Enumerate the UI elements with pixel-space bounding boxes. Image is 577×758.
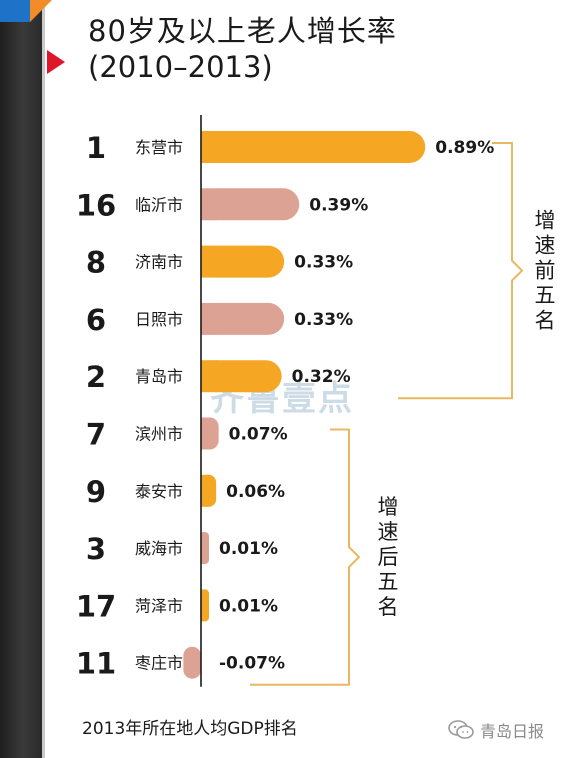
rank-number: 7 xyxy=(86,418,106,452)
bar xyxy=(201,131,426,163)
rank-number: 17 xyxy=(76,589,116,623)
left-strip-edge xyxy=(42,0,45,758)
rank-number: 16 xyxy=(76,188,116,222)
bar xyxy=(201,188,300,221)
corner-blue-block xyxy=(0,0,30,22)
group-bracket xyxy=(250,428,361,686)
footer-note: 2013年所在地人均GDP排名 xyxy=(82,719,298,739)
value-label: 0.32% xyxy=(292,367,351,387)
group-bracket xyxy=(398,142,524,400)
bar xyxy=(183,646,201,679)
value-label: -0.07% xyxy=(219,654,285,674)
value-label: 0.01% xyxy=(219,596,278,616)
brand-label: 青岛日报 xyxy=(480,722,545,741)
city-label: 青岛市 xyxy=(135,367,183,386)
city-label: 滨州市 xyxy=(135,425,183,444)
value-label: 0.07% xyxy=(229,425,288,445)
bar-base xyxy=(201,532,205,565)
bar-base xyxy=(201,474,209,507)
city-label: 威海市 xyxy=(135,539,183,558)
bar-base xyxy=(201,589,205,622)
chart-subtitle: (2010–2013) xyxy=(88,50,273,84)
value-label: 0.33% xyxy=(294,310,353,330)
value-label: 0.01% xyxy=(219,539,278,559)
bar xyxy=(201,245,285,278)
rank-number: 8 xyxy=(86,246,106,280)
city-label: 日照市 xyxy=(135,310,183,329)
bar-base xyxy=(201,360,217,393)
group-label: 增速后五名 xyxy=(378,495,399,619)
left-dark-strip xyxy=(0,0,42,758)
group-label: 增速前五名 xyxy=(535,209,556,333)
bar-base xyxy=(201,245,217,278)
bar xyxy=(201,302,285,335)
value-label: 0.39% xyxy=(309,195,368,215)
title-marker-icon xyxy=(47,50,65,74)
rank-number: 9 xyxy=(86,475,106,509)
wechat-icon xyxy=(448,720,474,739)
bar xyxy=(201,360,282,393)
city-label: 临沂市 xyxy=(135,195,183,214)
bar-base xyxy=(201,188,217,221)
value-label: 0.33% xyxy=(294,253,353,273)
rank-number: 3 xyxy=(86,532,106,566)
bar-base xyxy=(201,131,217,163)
rank-number: 11 xyxy=(76,647,116,681)
brand-badge: 青岛日报 xyxy=(448,718,544,742)
chart-title: 80岁及以上老人增长率 xyxy=(88,14,397,48)
rank-number: 1 xyxy=(86,131,106,165)
value-label: 0.06% xyxy=(226,482,285,502)
bar-base xyxy=(201,417,210,450)
rank-number: 6 xyxy=(86,303,106,337)
city-label: 泰安市 xyxy=(135,482,183,501)
bar-base xyxy=(201,302,217,335)
city-label: 东营市 xyxy=(135,138,183,157)
city-label: 枣庄市 xyxy=(135,654,183,673)
city-label: 菏泽市 xyxy=(135,596,183,615)
value-label: 0.89% xyxy=(435,138,494,158)
rank-number: 2 xyxy=(86,360,106,394)
city-label: 济南市 xyxy=(135,253,183,272)
